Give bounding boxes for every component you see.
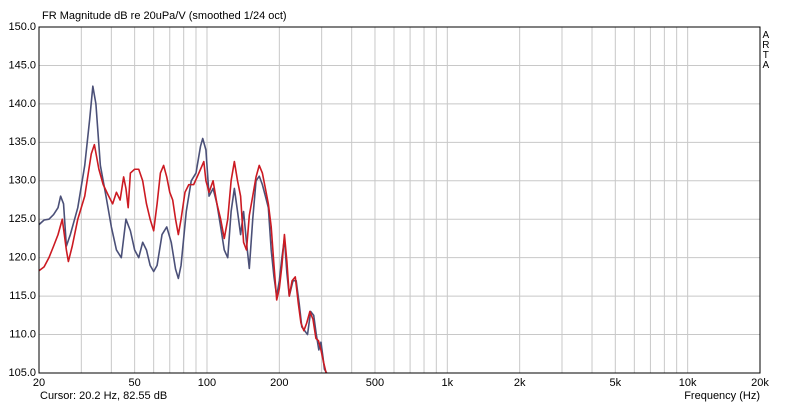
series-line [39, 143, 328, 373]
x-tick-label: 500 [366, 377, 384, 389]
x-tick-label: 20 [33, 377, 45, 389]
watermark: ARTA [760, 30, 771, 70]
y-tick-label: 115.0 [9, 290, 36, 302]
y-tick-label: 120.0 [8, 252, 36, 264]
y-tick-label: 125.0 [8, 213, 36, 225]
y-tick-label: 145.0 [8, 59, 36, 71]
x-tick-label: 200 [270, 377, 288, 389]
x-tick-label: 100 [198, 377, 216, 389]
x-tick-label: 10k [679, 377, 697, 389]
y-tick-label: 110.0 [9, 328, 36, 340]
y-tick-label: 130.0 [8, 175, 36, 187]
x-tick-label: 50 [129, 377, 141, 389]
y-tick-label: 135.0 [8, 136, 36, 148]
y-tick-label: 105.0 [8, 367, 36, 379]
y-tick-label: 140.0 [8, 98, 36, 110]
x-tick-label: 2k [514, 377, 526, 389]
x-tick-label: 5k [609, 377, 621, 389]
chart-title: FR Magnitude dB re 20uPa/V (smoothed 1/2… [42, 10, 287, 22]
x-tick-label: 20k [751, 377, 769, 389]
x-tick-label: 1k [442, 377, 454, 389]
series-line [39, 85, 328, 373]
cursor-readout: Cursor: 20.2 Hz, 82.55 dB [40, 390, 167, 402]
plot-frame [38, 26, 761, 374]
x-axis-label: Frequency (Hz) [684, 390, 760, 402]
y-tick-label: 150.0 [8, 21, 36, 33]
plot-area [39, 85, 328, 373]
